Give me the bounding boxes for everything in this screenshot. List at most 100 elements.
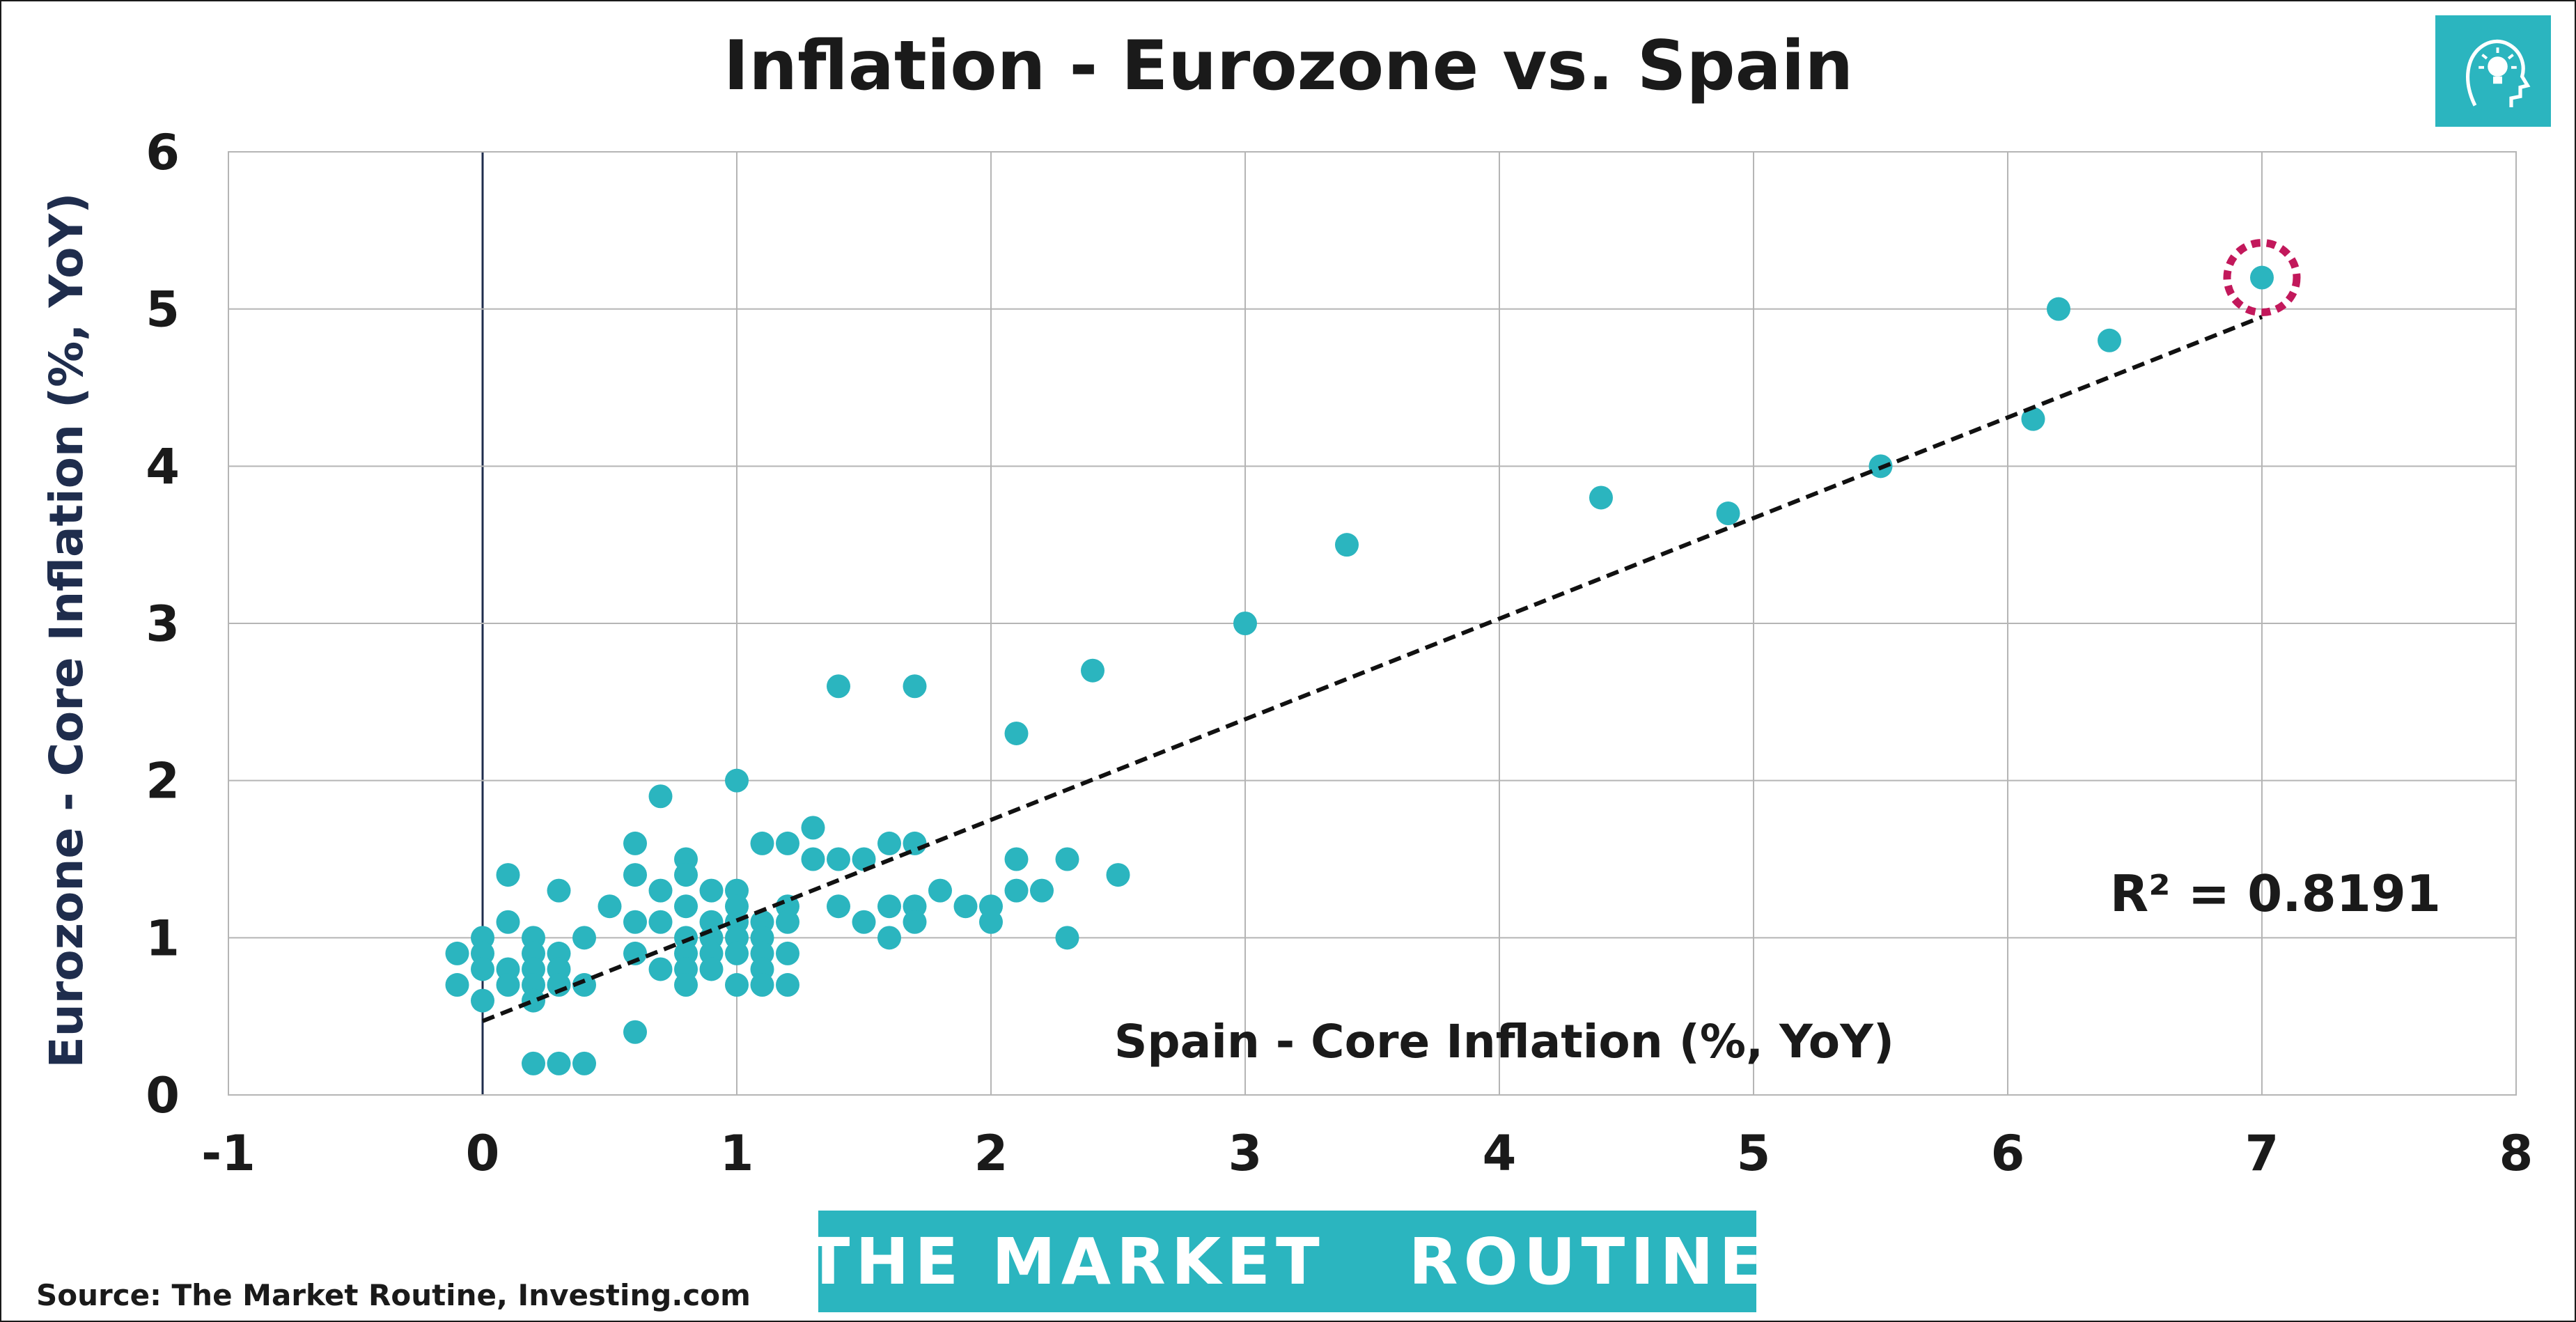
y-tick-label: 3 (146, 596, 180, 653)
x-axis-ticks: -1 0 1 2 3 4 5 6 7 8 (201, 1125, 2533, 1182)
y-axis-title: Eurozone - Core Inflation (%, YoY) (40, 193, 93, 1068)
scatter-point (877, 894, 901, 919)
y-tick-label: 4 (146, 438, 180, 495)
scatter-point (496, 863, 520, 887)
scatter-point (674, 894, 698, 919)
scatter-point (674, 863, 698, 887)
scatter-point (776, 973, 799, 997)
scatter-point (471, 957, 494, 981)
gridlines (228, 151, 2517, 1096)
trendline (481, 315, 2263, 1023)
scatter-point (776, 941, 799, 965)
scatter-point (1106, 863, 1130, 887)
x-tick-label: 8 (2499, 1125, 2534, 1182)
y-tick-label: 0 (146, 1067, 180, 1124)
scatter-point (953, 894, 978, 919)
y-tick-label: 2 (146, 753, 180, 810)
scatter-point (1233, 612, 1257, 635)
scatter-point (572, 973, 596, 997)
scatter-point (572, 1051, 596, 1075)
scatter-point (2047, 297, 2070, 321)
scatter-point (623, 863, 647, 887)
scatter-point (877, 926, 901, 950)
scatter-point (877, 831, 901, 855)
data-points (445, 265, 2274, 1075)
scatter-point (699, 957, 724, 981)
scatter-point (1055, 847, 1079, 871)
scatter-point (496, 910, 520, 934)
y-tick-label: 1 (146, 910, 180, 967)
scatter-point (2021, 407, 2045, 431)
chart-title: Inflation - Eurozone vs. Spain (724, 26, 1853, 106)
scatter-point (1055, 926, 1079, 950)
x-tick-label: 3 (1228, 1125, 1263, 1182)
scatter-point (2250, 265, 2274, 290)
x-tick-label: 4 (1483, 1125, 1517, 1182)
brand-left-text: THE MARKET (806, 1224, 1325, 1299)
scatter-point (623, 941, 647, 965)
corner-logo (2435, 15, 2551, 127)
scatter-point (776, 831, 799, 855)
scatter-point (699, 878, 724, 903)
scatter-point (496, 973, 520, 997)
x-tick-label: 0 (466, 1125, 500, 1182)
scatter-point (776, 910, 799, 934)
brand-banner: THE MARKET ROUTINE (806, 1211, 1763, 1312)
scatter-point (572, 926, 596, 950)
scatter-point (725, 768, 749, 793)
scatter-point (623, 910, 647, 934)
scatter-point (725, 941, 749, 965)
x-axis-title: Spain - Core Inflation (%, YoY) (1114, 1015, 1894, 1068)
scatter-point (1030, 878, 1054, 903)
scatter-point (1004, 721, 1029, 745)
y-tick-label: 5 (146, 281, 180, 339)
scatter-point (522, 1051, 545, 1075)
scatter-point (471, 988, 494, 1013)
scatter-point (674, 973, 698, 997)
scatter-point (750, 831, 774, 855)
scatter-point (725, 973, 749, 997)
scatter-point (903, 674, 927, 699)
lightbulb-head-icon (2466, 39, 2531, 107)
scatter-point (598, 894, 622, 919)
scatter-point (801, 847, 825, 871)
scatter-point (852, 847, 876, 871)
scatter-point (1004, 847, 1029, 871)
scatter-point (648, 957, 673, 981)
plot-area (228, 151, 2517, 1096)
scatter-point (903, 910, 927, 934)
scatter-point (801, 816, 825, 840)
scatter-point (1589, 485, 1613, 510)
scatter-point (928, 878, 952, 903)
scatter-point (445, 941, 469, 965)
scatter-point (445, 973, 469, 997)
scatter-point (623, 1020, 647, 1044)
scatter-point (1335, 533, 1359, 557)
scatter-point (2098, 328, 2121, 352)
source-note: Source: The Market Routine, Investing.co… (36, 1278, 751, 1312)
x-tick-label: 5 (1737, 1125, 1771, 1182)
scatter-point (1004, 878, 1029, 903)
scatter-point (1716, 501, 1740, 526)
x-tick-label: -1 (201, 1125, 256, 1182)
scatter-point (852, 910, 876, 934)
scatter-point (547, 878, 571, 903)
highlight-ring (2223, 239, 2301, 317)
x-tick-label: 7 (2245, 1125, 2279, 1182)
y-axis-ticks: 0 1 2 3 4 5 6 (146, 124, 180, 1124)
scatter-point (827, 847, 850, 871)
scatter-point (648, 784, 673, 809)
r-squared-annotation: R² = 0.8191 (2110, 864, 2441, 923)
scatter-point (648, 878, 673, 903)
scatter-point (522, 988, 545, 1013)
scatter-point (979, 910, 1003, 934)
scatter-point (547, 973, 571, 997)
scatter-point (827, 894, 850, 919)
scatter-point (547, 1051, 571, 1075)
scatter-point (623, 831, 647, 855)
x-tick-label: 2 (974, 1125, 1008, 1182)
scatter-point (750, 973, 774, 997)
x-tick-label: 1 (720, 1125, 754, 1182)
